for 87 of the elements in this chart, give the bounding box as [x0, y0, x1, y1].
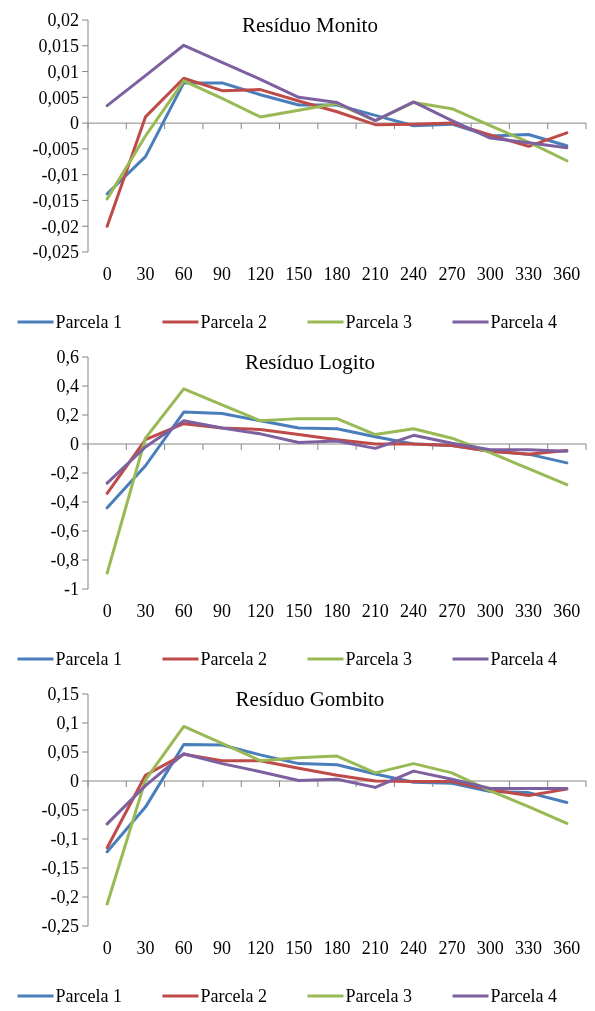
y-tick-label: -0,015 [32, 190, 79, 211]
x-tick-label: 330 [515, 938, 543, 958]
legend-label: Parcela 1 [55, 649, 122, 670]
chart-title: Resíduo Gombito [235, 687, 385, 711]
x-tick-label: 210 [361, 601, 389, 621]
x-tick-label: 60 [174, 601, 193, 621]
chart-title: Resíduo Logito [244, 350, 376, 374]
y-tick-label: 0,15 [47, 684, 79, 705]
y-tick-label: 0,6 [56, 347, 79, 368]
x-tick-label: 0 [102, 601, 112, 621]
x-tick-label: 90 [213, 938, 232, 958]
x-tick-label: 150 [285, 264, 313, 284]
legend-label: Parcela 2 [200, 986, 267, 1007]
y-tick-label: -0,05 [41, 800, 79, 821]
chart-title: Resíduo Monito [242, 13, 378, 37]
y-tick-label: 0 [70, 771, 79, 792]
x-tick-label: 180 [323, 601, 351, 621]
x-tick-label: 240 [400, 601, 428, 621]
y-tick-label: -0,2 [50, 887, 79, 908]
y-tick-label: 0,01 [47, 61, 79, 82]
x-tick-label: 360 [553, 601, 581, 621]
x-tick-label: 150 [285, 601, 313, 621]
x-tick-label: 60 [174, 938, 193, 958]
y-tick-label: 0,015 [38, 36, 79, 57]
y-tick-label: 0,05 [47, 742, 79, 763]
x-tick-label: 60 [174, 264, 193, 284]
y-tick-label: -0,01 [41, 164, 79, 185]
x-tick-label: 120 [246, 938, 274, 958]
x-tick-label: 210 [361, 938, 389, 958]
legend-label: Parcela 2 [200, 649, 267, 670]
y-tick-label: -0,005 [32, 139, 79, 160]
y-tick-label: -0,02 [41, 216, 79, 237]
line-series [105, 387, 569, 575]
legend-label: Parcela 4 [490, 986, 557, 1007]
x-tick-label: 120 [246, 601, 274, 621]
x-tick-label: 300 [476, 601, 504, 621]
y-tick-label: -0,25 [41, 916, 79, 937]
x-tick-label: 30 [136, 601, 155, 621]
y-tick-label: 0 [70, 113, 79, 134]
y-tick-label: 0,1 [56, 713, 79, 734]
x-tick-label: 0 [102, 264, 112, 284]
legend-label: Parcela 4 [490, 649, 557, 670]
y-tick-label: -0,8 [50, 550, 79, 571]
y-tick-label: -1 [64, 579, 79, 600]
x-tick-label: 120 [246, 264, 274, 284]
legend-label: Parcela 1 [55, 312, 122, 333]
y-tick-label: 0,005 [38, 87, 79, 108]
x-tick-label: 300 [476, 938, 504, 958]
x-tick-label: 270 [438, 601, 466, 621]
x-tick-label: 180 [323, 938, 351, 958]
legend-label: Parcela 3 [345, 312, 412, 333]
x-tick-label: 330 [515, 601, 543, 621]
x-tick-label: 30 [136, 938, 155, 958]
y-tick-label: -0,2 [50, 463, 79, 484]
y-tick-label: -0,15 [41, 858, 79, 879]
x-tick-label: 330 [515, 264, 543, 284]
y-tick-label: -0,025 [32, 242, 79, 263]
x-tick-label: 270 [438, 264, 466, 284]
legend-label: Parcela 4 [490, 312, 557, 333]
line-series [105, 724, 569, 906]
y-tick-label: 0,2 [56, 405, 79, 426]
y-tick-label: -0,6 [50, 521, 79, 542]
legend-label: Parcela 3 [345, 986, 412, 1007]
x-tick-label: 360 [553, 938, 581, 958]
x-tick-label: 30 [136, 264, 155, 284]
legend-label: Parcela 3 [345, 649, 412, 670]
legend-label: Parcela 1 [55, 986, 122, 1007]
line-series [105, 752, 569, 826]
x-tick-label: 150 [285, 938, 313, 958]
x-tick-label: 210 [361, 264, 389, 284]
x-tick-label: 0 [102, 938, 112, 958]
y-tick-label: 0,4 [56, 376, 79, 397]
x-tick-label: 90 [213, 264, 232, 284]
x-tick-label: 180 [323, 264, 351, 284]
x-tick-label: 240 [400, 264, 428, 284]
line-series [105, 419, 569, 485]
legend-label: Parcela 2 [200, 312, 267, 333]
y-tick-label: 0 [70, 434, 79, 455]
x-tick-label: 300 [476, 264, 504, 284]
y-tick-label: -0,4 [50, 492, 79, 513]
x-tick-label: 240 [400, 938, 428, 958]
x-tick-label: 90 [213, 601, 232, 621]
x-tick-label: 360 [553, 264, 581, 284]
line-series [105, 43, 569, 150]
x-tick-label: 270 [438, 938, 466, 958]
y-tick-label: -0,1 [50, 829, 79, 850]
y-tick-label: 0,02 [47, 10, 79, 31]
